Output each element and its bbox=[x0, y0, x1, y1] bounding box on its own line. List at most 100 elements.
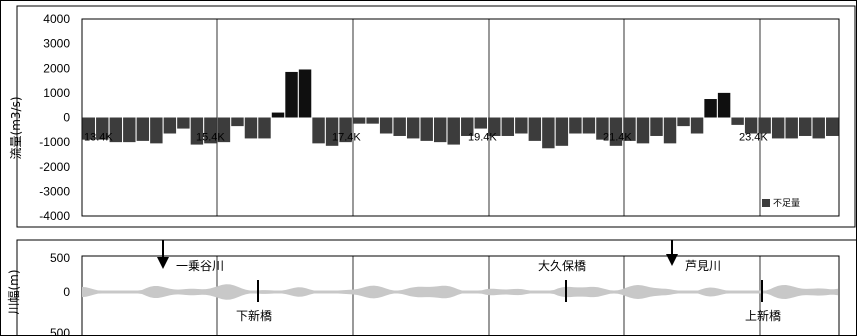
width-axis-label: 川幅(m) bbox=[6, 269, 21, 314]
deficit-bar bbox=[488, 117, 501, 136]
top-y-tick: -4000 bbox=[39, 209, 70, 223]
bridge-label-kamishin: 上新橋 bbox=[745, 308, 781, 323]
top-plot-area bbox=[81, 18, 840, 217]
top-y-tick-labels: 4000 3000 2000 1000 0 -1000 -2000 -3000 -4000 bbox=[39, 12, 70, 223]
km-label: 15.4K bbox=[196, 132, 225, 144]
deficit-bar bbox=[663, 117, 677, 144]
deficit-bar bbox=[163, 117, 177, 134]
river-arrow-ashimi bbox=[666, 240, 678, 266]
bottom-chart-grid bbox=[216, 256, 761, 336]
deficit-bar bbox=[96, 117, 109, 140]
river-arrow-ichijodani bbox=[157, 240, 169, 269]
deficit-bar bbox=[217, 117, 231, 143]
deficit-bar bbox=[636, 117, 650, 144]
legend-label: 不足量 bbox=[773, 198, 800, 209]
deficit-bar bbox=[177, 117, 190, 129]
deficit-bar bbox=[731, 117, 744, 125]
deficit-bar bbox=[704, 99, 717, 118]
top-y-tick: 4000 bbox=[43, 12, 70, 26]
deficit-bar bbox=[690, 117, 704, 134]
deficit-bar bbox=[501, 117, 515, 136]
deficit-bar bbox=[826, 117, 839, 136]
flow-deficit-chart: 4000 3000 2000 1000 0 -1000 -2000 -3000 -4000 13… bbox=[9, 5, 856, 228]
top-chart-frame bbox=[16, 5, 856, 228]
deficit-bar bbox=[542, 117, 555, 149]
deficit-bar bbox=[204, 117, 217, 144]
km-label: 17.4K bbox=[332, 132, 361, 144]
top-y-tick: -3000 bbox=[39, 184, 70, 198]
deficit-bar bbox=[285, 71, 298, 118]
deficit-bar bbox=[650, 117, 663, 136]
km-label: 13.4K bbox=[84, 132, 113, 144]
deficit-bar bbox=[596, 117, 609, 140]
deficit-bar bbox=[569, 117, 582, 134]
deficit-bar bbox=[379, 117, 393, 134]
deficit-bar bbox=[798, 117, 812, 136]
deficit-bar bbox=[339, 117, 352, 143]
deficit-bar bbox=[447, 117, 460, 145]
deficit-bar bbox=[123, 117, 136, 143]
bottom-chart-frame bbox=[16, 239, 857, 336]
deficit-bar bbox=[190, 117, 204, 145]
river-label-ichijodani: 一乗谷川 bbox=[176, 259, 224, 273]
bottom-plot-area bbox=[81, 255, 840, 336]
km-label: 19.4K bbox=[468, 132, 497, 144]
legend: 不足量 bbox=[762, 198, 800, 209]
deficit-bar bbox=[393, 117, 406, 136]
km-label: 21.4K bbox=[603, 132, 632, 144]
deficit-bar bbox=[352, 117, 366, 124]
deficit-bar bbox=[555, 117, 569, 146]
deficit-bar bbox=[109, 117, 123, 143]
deficit-bar bbox=[461, 117, 474, 136]
deficit-bar bbox=[528, 117, 542, 141]
deficit-bar bbox=[136, 117, 150, 141]
deficit-bar bbox=[244, 117, 258, 139]
deficit-bar bbox=[312, 117, 325, 144]
km-labels: 13.4K 15.4K 17.4K 19.4K 21.4K 23.4K bbox=[84, 132, 768, 144]
legend-swatch bbox=[762, 199, 770, 207]
deficit-bar bbox=[406, 117, 420, 139]
river-width-band bbox=[82, 284, 838, 300]
deficit-bar bbox=[434, 117, 447, 143]
top-y-tick: 1000 bbox=[43, 86, 70, 100]
deficit-bar bbox=[744, 117, 758, 134]
bottom-y-tick: 500 bbox=[50, 251, 70, 265]
deficit-bar bbox=[325, 117, 339, 146]
deficit-bar bbox=[677, 117, 690, 127]
top-y-tick: 3000 bbox=[43, 37, 70, 51]
deficit-bar bbox=[82, 117, 95, 140]
deficit-bar bbox=[623, 117, 636, 141]
flow-axis-label: 流量(m3/s) bbox=[9, 97, 23, 160]
km-label: 23.4K bbox=[739, 132, 768, 144]
river-label-ashimi: 芦見川 bbox=[685, 259, 721, 273]
top-y-tick: -1000 bbox=[39, 135, 70, 149]
top-y-tick: 0 bbox=[63, 111, 70, 125]
deficit-bar bbox=[717, 92, 731, 118]
bottom-y-tick: 500 bbox=[50, 326, 70, 336]
deficit-bar bbox=[515, 117, 528, 134]
top-y-tick: -2000 bbox=[39, 160, 70, 174]
top-y-tick: 2000 bbox=[43, 61, 70, 75]
deficit-bar bbox=[271, 112, 285, 118]
bottom-y-tick: 0 bbox=[63, 285, 70, 299]
bridge-label-shimoshin: 下新橋 bbox=[236, 308, 272, 323]
deficit-bar bbox=[258, 117, 271, 139]
deficit-bar bbox=[785, 117, 798, 139]
deficit-bar bbox=[366, 117, 379, 124]
deficit-bar bbox=[771, 117, 785, 139]
deficit-bar bbox=[150, 117, 163, 144]
deficit-bar bbox=[609, 117, 623, 146]
deficit-bar bbox=[812, 117, 825, 139]
bridge-label-okubo: 大久保橋 bbox=[538, 259, 586, 273]
deficit-bar bbox=[420, 117, 433, 141]
deficit-bars bbox=[82, 69, 839, 149]
deficit-bar bbox=[758, 117, 771, 134]
deficit-bar bbox=[474, 117, 487, 129]
deficit-bar bbox=[231, 117, 244, 127]
deficit-bar bbox=[298, 69, 312, 118]
bottom-y-tick-labels: 500 0 500 bbox=[50, 251, 70, 336]
river-width-chart: 500 0 500 川幅(m) 一乗谷川 芦見川 下新橋 大久保橋 上新橋 bbox=[6, 239, 857, 336]
deficit-bar bbox=[582, 117, 596, 134]
